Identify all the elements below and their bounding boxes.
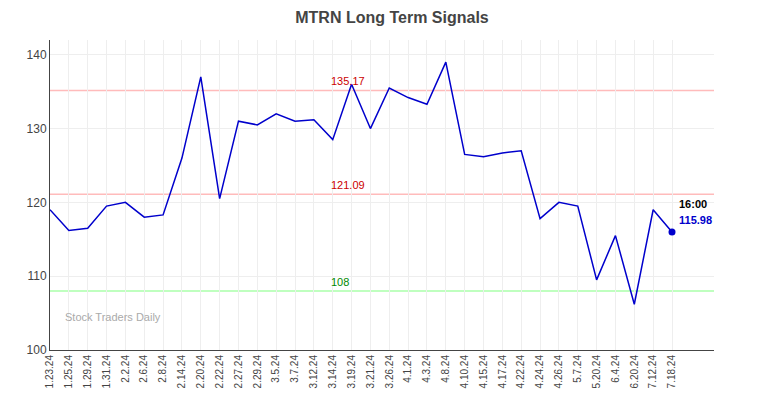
svg-text:2.29.24: 2.29.24 bbox=[252, 355, 263, 389]
svg-text:16:00: 16:00 bbox=[679, 198, 707, 210]
svg-text:6.4.24: 6.4.24 bbox=[610, 355, 621, 383]
svg-text:7.12.24: 7.12.24 bbox=[647, 355, 658, 389]
svg-text:130: 130 bbox=[27, 122, 47, 136]
svg-text:115.98: 115.98 bbox=[679, 214, 712, 226]
svg-text:7.18.24: 7.18.24 bbox=[666, 355, 677, 389]
svg-text:100: 100 bbox=[27, 343, 47, 357]
svg-text:4.26.24: 4.26.24 bbox=[553, 355, 564, 389]
svg-text:140: 140 bbox=[27, 48, 47, 62]
svg-text:1.25.24: 1.25.24 bbox=[63, 355, 74, 389]
svg-text:4.3.24: 4.3.24 bbox=[421, 355, 432, 383]
svg-text:3.21.24: 3.21.24 bbox=[365, 355, 376, 389]
svg-text:3.26.24: 3.26.24 bbox=[384, 355, 395, 389]
svg-text:3.14.24: 3.14.24 bbox=[327, 355, 338, 389]
svg-text:5.7.24: 5.7.24 bbox=[572, 355, 583, 383]
svg-text:2.6.24: 2.6.24 bbox=[138, 355, 149, 383]
svg-text:4.10.24: 4.10.24 bbox=[459, 355, 470, 389]
svg-text:Stock Traders Daily: Stock Traders Daily bbox=[65, 311, 161, 323]
svg-text:3.12.24: 3.12.24 bbox=[308, 355, 319, 389]
svg-text:2.2.24: 2.2.24 bbox=[120, 355, 131, 383]
svg-text:2.14.24: 2.14.24 bbox=[176, 355, 187, 389]
svg-text:4.17.24: 4.17.24 bbox=[497, 355, 508, 389]
svg-text:4.15.24: 4.15.24 bbox=[478, 355, 489, 389]
svg-text:1.23.24: 1.23.24 bbox=[44, 355, 55, 389]
svg-text:3.7.24: 3.7.24 bbox=[289, 355, 300, 383]
svg-text:4.22.24: 4.22.24 bbox=[515, 355, 526, 389]
svg-text:121.09: 121.09 bbox=[331, 179, 365, 191]
svg-text:108: 108 bbox=[331, 276, 349, 288]
svg-text:2.22.24: 2.22.24 bbox=[214, 355, 225, 389]
svg-text:120: 120 bbox=[27, 196, 47, 210]
svg-text:4.8.24: 4.8.24 bbox=[440, 355, 451, 383]
svg-text:2.20.24: 2.20.24 bbox=[195, 355, 206, 389]
svg-text:110: 110 bbox=[27, 269, 46, 283]
svg-text:4.1.24: 4.1.24 bbox=[402, 355, 413, 383]
svg-text:2.27.24: 2.27.24 bbox=[233, 355, 244, 389]
svg-text:2.8.24: 2.8.24 bbox=[157, 355, 168, 383]
svg-text:MTRN Long Term Signals: MTRN Long Term Signals bbox=[295, 9, 489, 26]
svg-text:6.20.24: 6.20.24 bbox=[629, 355, 640, 389]
svg-text:3.5.24: 3.5.24 bbox=[270, 355, 281, 383]
svg-text:4.24.24: 4.24.24 bbox=[534, 355, 545, 389]
svg-text:5.20.24: 5.20.24 bbox=[591, 355, 602, 389]
svg-text:1.31.24: 1.31.24 bbox=[101, 355, 112, 389]
svg-text:1.29.24: 1.29.24 bbox=[82, 355, 93, 389]
svg-text:3.19.24: 3.19.24 bbox=[346, 355, 357, 389]
svg-text:135.17: 135.17 bbox=[331, 75, 365, 87]
